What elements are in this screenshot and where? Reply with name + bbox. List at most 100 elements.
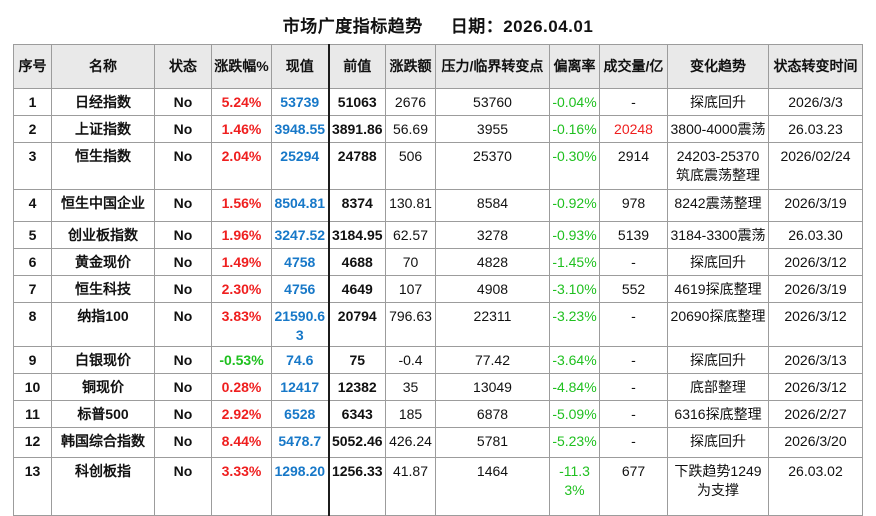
cell-status: No <box>154 346 212 374</box>
cell-prev: 6343 <box>327 400 386 428</box>
cell-current: 53739 <box>271 88 329 116</box>
table-row: 13 科创板指 No 3.33% 1298.20 1256.33 41.87 1464 -11.… <box>13 457 863 516</box>
cell-seq: 13 <box>13 457 52 516</box>
cell-volume: 5139 <box>599 221 668 249</box>
column-header-trend: 变化趋势 <box>667 44 769 89</box>
cell-name: 恒生中国企业 <box>51 189 155 222</box>
cell-deviation: -11.33% <box>549 457 600 516</box>
cell-name: 白银现价 <box>51 346 155 374</box>
cell-volume: 978 <box>599 189 668 222</box>
cell-deviation: -0.16% <box>549 115 600 143</box>
cell-pct: 3.33% <box>211 457 272 516</box>
cell-date: 2026/3/19 <box>768 189 863 222</box>
cell-seq: 3 <box>13 142 52 190</box>
cell-status: No <box>154 302 212 347</box>
table-row: 9 白银现价 No -0.53% 74.6 75 -0.4 77.42 -3.64% - 探底回升 2… <box>13 346 863 374</box>
cell-deviation: -1.45% <box>549 248 600 276</box>
cell-prev: 8374 <box>327 189 386 222</box>
cell-seq: 1 <box>13 88 52 116</box>
table-row: 4 恒生中国企业 No 1.56% 8504.81 8374 130.81 8584 -0.92… <box>13 189 863 222</box>
cell-status: No <box>154 88 212 116</box>
cell-prev: 4688 <box>327 248 386 276</box>
table-row: 12 韩国综合指数 No 8.44% 5478.7 5052.46 426.24 5781 -5… <box>13 427 863 458</box>
cell-status: No <box>154 248 212 276</box>
table-body: 1 日经指数 No 5.24% 53739 51063 2676 53760 -0.04% - 探底… <box>13 88 863 516</box>
table-row: 10 铜现价 No 0.28% 12417 12382 35 13049 -4.84% - 底部整理… <box>13 373 863 401</box>
cell-deviation: -3.64% <box>549 346 600 374</box>
cell-date: 2026/3/3 <box>768 88 863 116</box>
cell-trend: 探底回升 <box>667 248 769 276</box>
report-title: 市场广度指标趋势 <box>282 17 423 36</box>
cell-pct: 1.96% <box>211 221 272 249</box>
cell-change: 506 <box>385 142 436 190</box>
cell-pct: -0.53% <box>211 346 272 374</box>
page-title: 市场广度指标趋势 日期：2026.04.01 <box>0 0 876 42</box>
cell-trend: 3184-3300震荡 <box>667 221 769 249</box>
cell-volume: 677 <box>599 457 668 516</box>
column-header-name: 名称 <box>51 44 155 89</box>
cell-current: 6528 <box>271 400 329 428</box>
cell-status: No <box>154 275 212 303</box>
cell-seq: 6 <box>13 248 52 276</box>
cell-change: 185 <box>385 400 436 428</box>
cell-name: 恒生指数 <box>51 142 155 190</box>
cell-date: 2026/02/24 <box>768 142 863 190</box>
column-header-dev: 偏离率 <box>549 44 600 89</box>
cell-date: 26.03.02 <box>768 457 863 516</box>
cell-pivot: 5781 <box>435 427 550 458</box>
cell-name: 黄金现价 <box>51 248 155 276</box>
cell-change: 426.24 <box>385 427 436 458</box>
cell-volume: 20248 <box>599 115 668 143</box>
column-header-pivot: 压力/临界转变点 <box>435 44 550 89</box>
cell-pct: 2.04% <box>211 142 272 190</box>
cell-change: 35 <box>385 373 436 401</box>
market-breadth-table: 序号 名称 状态 涨跌幅% 现值 前值 涨跌额 压力/临界转变点 偏离率 成交量/亿 变化趋势 状态转… <box>13 44 863 516</box>
cell-trend: 20690探底整理 <box>667 302 769 347</box>
cell-current: 1298.20 <box>271 457 329 516</box>
cell-prev: 20794 <box>327 302 386 347</box>
cell-pct: 8.44% <box>211 427 272 458</box>
cell-prev: 75 <box>327 346 386 374</box>
cell-deviation: -5.09% <box>549 400 600 428</box>
cell-change: 41.87 <box>385 457 436 516</box>
cell-name: 恒生科技 <box>51 275 155 303</box>
cell-name: 纳指100 <box>51 302 155 347</box>
table-row: 8 纳指100 No 3.83% 21590.63 20794 796.63 22311 -3.… <box>13 302 863 347</box>
cell-pivot: 25370 <box>435 142 550 190</box>
cell-pivot: 3955 <box>435 115 550 143</box>
column-header-vol: 成交量/亿 <box>599 44 668 89</box>
cell-status: No <box>154 189 212 222</box>
cell-volume: - <box>599 302 668 347</box>
cell-pivot: 1464 <box>435 457 550 516</box>
cell-name: 创业板指数 <box>51 221 155 249</box>
table-row: 6 黄金现价 No 1.49% 4758 4688 70 4828 -1.45% - 探底回升 202… <box>13 248 863 276</box>
cell-pivot: 4908 <box>435 275 550 303</box>
column-header-time: 状态转变时间 <box>768 44 863 89</box>
cell-name: 上证指数 <box>51 115 155 143</box>
cell-change: 107 <box>385 275 436 303</box>
cell-status: No <box>154 142 212 190</box>
column-header-status: 状态 <box>154 44 212 89</box>
table-row: 11 标普500 No 2.92% 6528 6343 185 6878 -5.09% -6316… <box>13 400 863 428</box>
cell-pivot: 6878 <box>435 400 550 428</box>
cell-deviation: -5.23% <box>549 427 600 458</box>
cell-pivot: 4828 <box>435 248 550 276</box>
table-header: 序号 名称 状态 涨跌幅% 现值 前值 涨跌额 压力/临界转变点 偏离率 成交量/亿 变化趋势 状态转… <box>13 44 863 89</box>
cell-name: 日经指数 <box>51 88 155 116</box>
cell-seq: 11 <box>13 400 52 428</box>
cell-change: 796.63 <box>385 302 436 347</box>
cell-current: 3948.55 <box>271 115 329 143</box>
cell-current: 4758 <box>271 248 329 276</box>
cell-change: 70 <box>385 248 436 276</box>
cell-status: No <box>154 373 212 401</box>
cell-name: 科创板指 <box>51 457 155 516</box>
cell-deviation: -3.23% <box>549 302 600 347</box>
cell-volume: - <box>599 373 668 401</box>
cell-current: 4756 <box>271 275 329 303</box>
cell-volume: - <box>599 427 668 458</box>
cell-current: 12417 <box>271 373 329 401</box>
header-row: 序号 名称 状态 涨跌幅% 现值 前值 涨跌额 压力/临界转变点 偏离率 成交量/亿 变化趋势 状态转… <box>13 44 863 89</box>
cell-current: 74.6 <box>271 346 329 374</box>
column-header-prev: 前值 <box>327 44 386 89</box>
cell-pivot: 3278 <box>435 221 550 249</box>
